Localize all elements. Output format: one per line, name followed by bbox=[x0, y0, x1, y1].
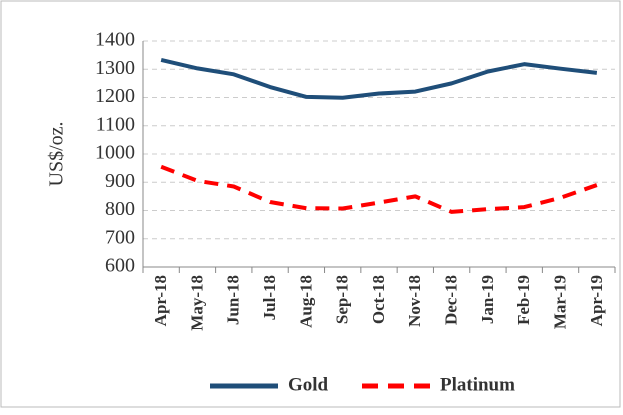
x-tick-label: Apr-19 bbox=[587, 275, 606, 326]
legend-label: Gold bbox=[288, 374, 329, 395]
y-tick-label: 800 bbox=[105, 198, 135, 220]
y-tick-label: 1400 bbox=[95, 29, 135, 51]
y-tick-label: 700 bbox=[105, 226, 135, 248]
x-tick-label: Sep-18 bbox=[333, 275, 352, 324]
data-line bbox=[160, 57, 598, 100]
x-tick-label: Apr-18 bbox=[151, 275, 170, 326]
x-tick-label: Mar-19 bbox=[550, 275, 569, 329]
x-tick-label: Dec-18 bbox=[442, 275, 461, 325]
data-line bbox=[160, 164, 598, 214]
x-tick-label: Aug-18 bbox=[296, 275, 315, 328]
x-tick-label: Jul-18 bbox=[260, 275, 279, 320]
y-axis-title: US$/oz. bbox=[46, 122, 68, 187]
x-tick-label: Feb-19 bbox=[514, 275, 533, 325]
y-tick-label: 900 bbox=[105, 170, 135, 192]
chart-frame bbox=[0, 0, 621, 408]
y-tick-label: 1100 bbox=[96, 113, 135, 135]
y-tick-label: 1200 bbox=[95, 85, 135, 107]
y-tick-label: 600 bbox=[105, 255, 135, 277]
x-tick-label: Jun-18 bbox=[224, 275, 243, 325]
y-tick-label: 1000 bbox=[95, 142, 135, 164]
x-tick-label: Oct-18 bbox=[369, 275, 388, 324]
legend-label: Platinum bbox=[440, 374, 515, 395]
x-tick-label: May-18 bbox=[187, 275, 206, 331]
x-tick-label: Nov-18 bbox=[405, 275, 424, 327]
x-tick-label: Jan-19 bbox=[478, 275, 497, 324]
y-tick-label: 1300 bbox=[95, 57, 135, 79]
